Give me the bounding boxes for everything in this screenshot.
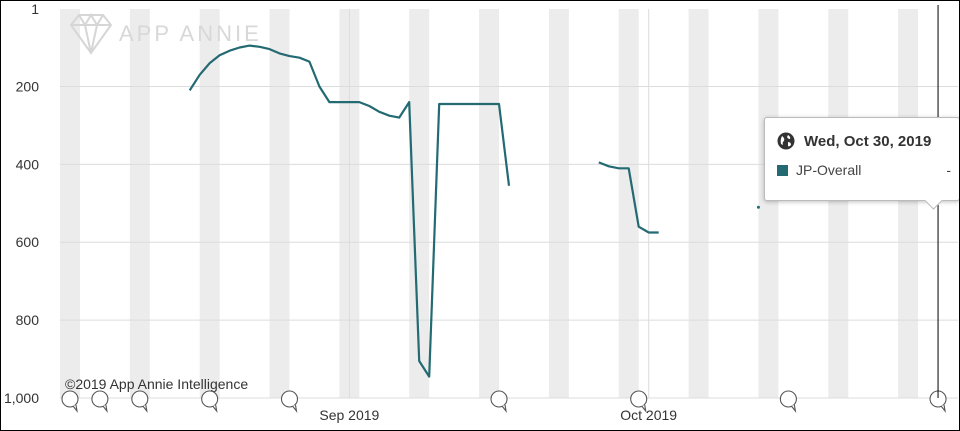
weekend-band — [199, 9, 220, 398]
annotation-bubble-tail — [292, 404, 298, 413]
annotation-bubble-tail — [501, 404, 507, 413]
weekend-band — [758, 9, 779, 398]
weekend-band — [828, 9, 849, 398]
annotation-bubble-body — [630, 390, 648, 408]
annotation-bubble-tail — [102, 404, 108, 413]
annotation-bubble-icon[interactable] — [61, 390, 79, 413]
annotation-bubble-body — [201, 390, 219, 408]
annotation-bubble-icon[interactable] — [91, 390, 109, 413]
tooltip-series-name: JP-Overall — [796, 162, 862, 178]
series-line-segment — [188, 44, 511, 378]
annotation-bubble-icon[interactable] — [490, 390, 508, 413]
annotation-bubble-tail — [142, 404, 148, 413]
event-annotations[interactable] — [61, 390, 947, 413]
weekend-band — [618, 9, 639, 398]
annotation-bubble-body — [61, 390, 79, 408]
diamond-logo-icon — [69, 13, 113, 55]
annotation-bubble-tail — [641, 404, 647, 413]
annotation-bubble-icon[interactable] — [779, 390, 797, 413]
annotation-bubble-tail — [212, 404, 218, 413]
app-annie-watermark: APP ANNIE — [69, 13, 262, 55]
series-swatch — [777, 164, 788, 176]
weekend-band — [60, 9, 80, 398]
annotation-bubble-icon[interactable] — [131, 390, 149, 413]
annotation-bubble-tail — [940, 404, 946, 413]
weekend-band — [129, 9, 150, 398]
watermark-text: APP ANNIE — [119, 21, 262, 46]
weekend-bands — [60, 9, 919, 398]
annotation-bubble-icon[interactable] — [630, 390, 648, 413]
copyright-text: ©2019 App Annie Intelligence — [65, 376, 248, 392]
y-tick-label: 400 — [16, 156, 40, 172]
annotation-bubble-body — [490, 390, 508, 408]
tooltip: Wed, Oct 30, 2019 JP-Overall - — [764, 117, 959, 210]
annotation-bubble-body — [280, 390, 299, 408]
gridlines — [60, 9, 958, 399]
y-tick-label: 1,000 — [4, 390, 39, 406]
series-jp-overall — [188, 44, 760, 378]
weekend-band — [898, 9, 919, 398]
annotation-bubble-tail — [790, 404, 797, 413]
annotation-bubble-tail — [72, 404, 78, 413]
tooltip-value: - — [946, 162, 951, 178]
weekend-band — [548, 9, 569, 398]
annotation-bubble-icon[interactable] — [280, 390, 299, 413]
series-point — [756, 205, 760, 209]
series-line-segment — [598, 161, 659, 234]
annotation-bubble-icon[interactable] — [201, 390, 219, 413]
weekend-band — [688, 9, 709, 398]
annotation-bubble-body — [131, 390, 149, 408]
y-tick-label: 1 — [31, 1, 39, 17]
y-tick-label: 600 — [16, 234, 40, 250]
y-tick-label: 800 — [16, 312, 40, 328]
x-axis-tick-labels: Sep 2019 Oct 2019 — [319, 407, 677, 423]
annotation-bubble-body — [779, 390, 797, 408]
weekend-band — [409, 9, 430, 398]
tooltip-date: Wed, Oct 30, 2019 — [804, 132, 932, 150]
x-tick-label: Sep 2019 — [319, 407, 379, 423]
globe-icon — [777, 132, 795, 150]
weekend-band — [479, 9, 500, 398]
y-tick-label: 200 — [16, 78, 40, 94]
annotation-bubble-body — [91, 390, 109, 408]
weekend-band — [269, 9, 290, 398]
x-tick-label: Oct 2019 — [620, 407, 677, 423]
y-axis-tick-labels: 1 200 400 600 800 1,000 — [4, 1, 39, 406]
annotation-bubble-icon[interactable] — [929, 390, 947, 413]
